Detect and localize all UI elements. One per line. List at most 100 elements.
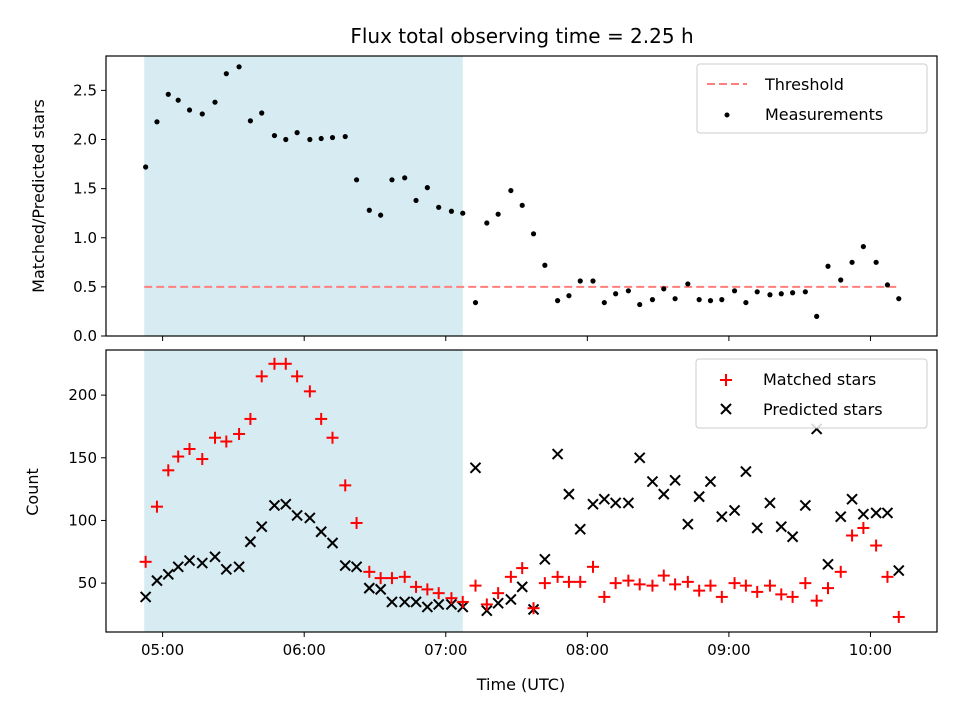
measurement-point [271, 132, 278, 139]
matched-star-point [220, 435, 233, 448]
predicted-star-point [799, 499, 812, 512]
predicted-star-point [704, 475, 717, 488]
matched-star-point [456, 595, 469, 608]
matched-star-point [693, 584, 706, 597]
measurement-point [849, 259, 855, 265]
predicted-star-point [315, 526, 327, 538]
predicted-marker-stroke [870, 507, 882, 519]
measurement-point [767, 292, 773, 298]
top-legend-box [696, 63, 928, 134]
matched-star-point [350, 516, 363, 529]
top-y-axis: 0.0 0.5 1.0 1.5 2.0 2.5 [73, 81, 106, 345]
predicted-marker-stroke [563, 488, 575, 500]
top-legend: Threshold Measurements [696, 63, 928, 134]
measurement-point [519, 202, 525, 208]
matched-star-point [669, 578, 682, 591]
predicted-marker-stroke [846, 493, 858, 505]
matched-star-point [244, 412, 257, 425]
matched-star-point [763, 579, 776, 592]
predicted-marker-stroke [704, 475, 717, 488]
matched-star-point [870, 539, 883, 552]
predicted-marker-stroke [728, 504, 741, 517]
predicted-marker-stroke [893, 564, 905, 577]
measurement-point [613, 291, 619, 297]
bottom-x-tick-label: 08:00 [566, 641, 609, 659]
predicted-star-point [196, 557, 208, 569]
predicted-star-point [139, 591, 152, 603]
top-x-ticks [162, 336, 871, 341]
measurement-point [802, 289, 808, 295]
measurement-point [353, 177, 360, 183]
predicted-star-point [162, 568, 174, 581]
matched-star-point [385, 572, 398, 585]
measurement-point [378, 212, 384, 218]
matched-star-point [786, 590, 799, 603]
predicted-star-point [256, 521, 268, 533]
top-y-tick-label: 0.0 [73, 327, 97, 345]
bottom-x-tick-label: 10:00 [849, 641, 892, 659]
predicted-star-point [551, 448, 564, 460]
bottom-panel: 50 100 150 200 05:00 06:00 07:00 08:00 09:00 10:… [23, 349, 938, 694]
measurement-point [884, 282, 891, 288]
measurement-point [366, 207, 372, 213]
predicted-marker-stroke [658, 488, 670, 500]
predicted-marker-stroke [622, 497, 635, 509]
matched-star-point [291, 370, 304, 383]
matched-star-point [846, 529, 859, 542]
measurement-point [542, 262, 548, 268]
predicted-marker-stroke [268, 499, 281, 512]
bottom-x-tick-label: 05:00 [141, 641, 184, 659]
predicted-marker-stroke [881, 507, 894, 519]
measurement-point [754, 289, 760, 295]
measurement-point [814, 313, 820, 319]
predicted-stars-points [139, 423, 905, 617]
matched-star-point [421, 583, 434, 596]
predicted-marker-stroke [386, 596, 398, 608]
top-y-axis-label: Matched/Predicted stars [29, 99, 48, 293]
predicted-marker-stroke [740, 465, 752, 478]
predicted-star-point [682, 518, 694, 530]
predicted-star-point [421, 601, 434, 613]
matched-star-point [622, 574, 635, 587]
bottom-legend-box [695, 358, 928, 429]
measurement-point [154, 119, 160, 125]
matched-star-point [183, 443, 196, 456]
measurement-point [223, 71, 229, 77]
predicted-star-point [209, 551, 221, 563]
predicted-star-point [563, 488, 575, 500]
predicted-star-point [151, 574, 163, 587]
measurement-point [685, 281, 691, 287]
predicted-marker-stroke [669, 474, 681, 487]
predicted-marker-stroke [183, 554, 196, 567]
bottom-y-tick-label: 100 [68, 511, 97, 529]
matched-star-point [598, 590, 611, 603]
matched-star-point [315, 412, 328, 425]
measurement-point [472, 299, 479, 306]
predicted-marker-stroke [326, 537, 339, 549]
predicted-marker-stroke [469, 462, 482, 474]
predicted-marker-stroke [220, 563, 233, 576]
predicted-marker-stroke [398, 596, 411, 608]
predicted-star-point [445, 598, 458, 611]
matched-star-point [775, 588, 788, 601]
predicted-star-point [587, 498, 599, 510]
bottom-y-tick-label: 50 [78, 574, 97, 592]
predicted-star-point [268, 499, 281, 512]
matched-star-point [255, 370, 268, 383]
measurement-point [186, 107, 193, 113]
predicted-star-point [539, 553, 551, 566]
measurement-point [825, 263, 831, 269]
matched-star-point [821, 582, 834, 595]
measurement-point [719, 297, 725, 303]
predicted-star-point [716, 510, 728, 523]
measurement-point [566, 293, 572, 299]
matched-star-point [172, 450, 185, 463]
predicted-star-point [740, 465, 752, 478]
measurement-point [143, 164, 149, 170]
matched-star-point [834, 565, 847, 578]
predicted-marker-stroke [339, 559, 351, 572]
legend-matched-label: Matched stars [763, 370, 876, 389]
predicted-star-point [609, 497, 622, 509]
predicted-marker-stroke [634, 452, 646, 464]
matched-star-point [562, 575, 575, 588]
